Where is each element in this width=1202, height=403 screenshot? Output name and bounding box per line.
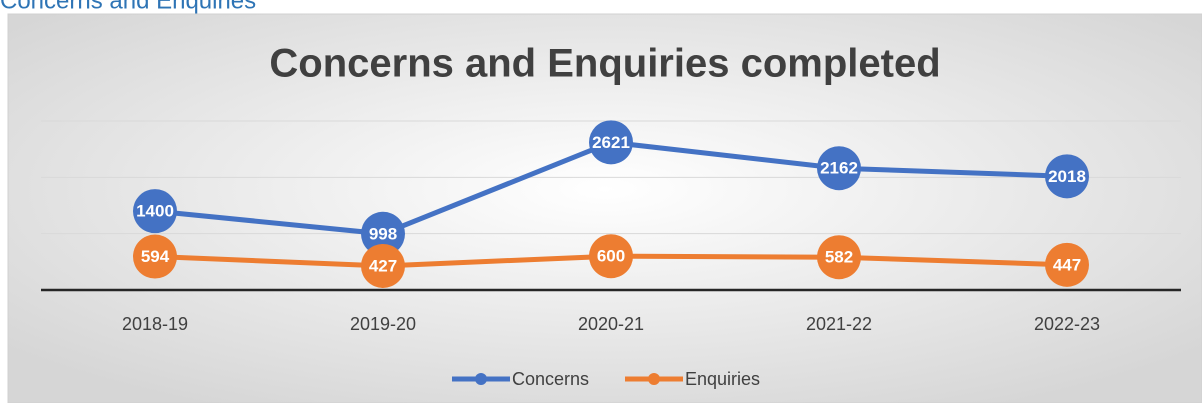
data-label: 2621: [592, 133, 630, 152]
marker: [589, 234, 633, 279]
data-label: 447: [1053, 255, 1081, 274]
x-tick-label: 2021-22: [806, 314, 872, 334]
data-label: 2162: [820, 159, 858, 178]
x-tick-label: 2019-20: [350, 314, 416, 334]
data-label: 2018: [1048, 167, 1086, 186]
marker: [1045, 154, 1089, 199]
marker: [817, 146, 861, 191]
marker: [1045, 242, 1089, 287]
marker: [817, 235, 861, 280]
legend-label: Enquiries: [685, 369, 760, 389]
data-label: 427: [369, 256, 397, 275]
marker: [361, 211, 405, 256]
data-label: 582: [825, 248, 853, 267]
data-label: 600: [597, 247, 625, 266]
legend-marker: [648, 373, 660, 385]
data-label: 594: [141, 247, 170, 266]
data-label: 998: [369, 224, 397, 243]
chart-title: Concerns and Enquiries completed: [269, 42, 940, 86]
marker: [361, 243, 405, 288]
marker: [133, 234, 177, 279]
x-tick-label: 2020-21: [578, 314, 644, 334]
chart-area: [7, 13, 1202, 403]
marker: [133, 189, 177, 234]
data-label: 1400: [136, 202, 174, 221]
legend-label: Concerns: [512, 369, 589, 389]
x-tick-label: 2022-23: [1034, 314, 1100, 334]
heading: Concerns and Enquiries: [0, 0, 256, 14]
marker: [589, 120, 633, 165]
legend-marker: [475, 373, 487, 385]
x-tick-label: 2018-19: [122, 314, 188, 334]
